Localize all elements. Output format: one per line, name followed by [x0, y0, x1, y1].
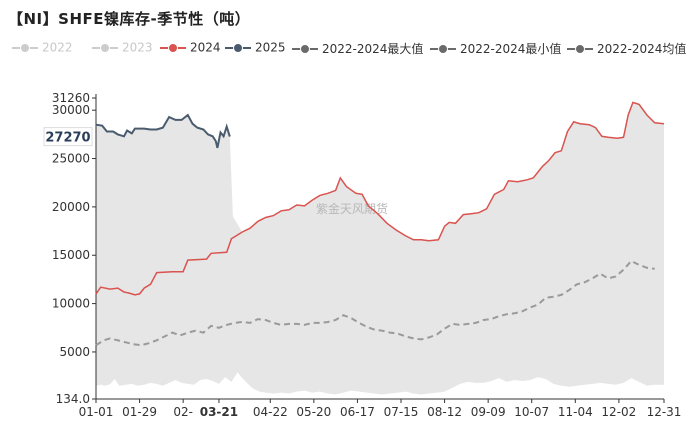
x-tick-label: 11-04 — [558, 405, 593, 419]
legend-marker-icon — [567, 43, 593, 55]
legend-label: 2022-2024均值 — [597, 42, 687, 56]
legend-item-2023[interactable]: 2023 — [92, 40, 153, 58]
series-band-max-min — [96, 102, 664, 395]
x-tick-label: 08-12 — [427, 405, 462, 419]
x-tick-label-highlight: 03-21 — [200, 405, 238, 419]
legend-label: 2022 — [42, 40, 73, 55]
legend-marker-icon — [92, 42, 118, 54]
y-tick-label: 134.0 — [56, 392, 90, 406]
x-tick-label: 01-29 — [122, 405, 157, 419]
series-line-avg — [95, 259, 655, 347]
legend-marker-icon — [430, 43, 456, 55]
y-tick-label: 5000 — [59, 345, 90, 359]
x-tick-label: 01-01 — [79, 405, 114, 419]
y-tick-label: 25000 — [52, 152, 90, 166]
latest-value-label: 27270 — [45, 131, 90, 146]
legend-item-2022-2024最大值[interactable]: 2022-2024最大值 — [292, 40, 423, 58]
latest-value-box — [43, 127, 93, 147]
legend-item-2025[interactable]: 2025 — [225, 40, 286, 58]
legend-marker-icon — [292, 43, 318, 55]
x-tick-label: 07-15 — [384, 405, 419, 419]
legend-label: 2024 — [190, 40, 221, 55]
series-line-2024 — [95, 101, 665, 296]
legend-label: 2023 — [122, 40, 153, 55]
legend-marker-icon — [12, 42, 38, 54]
x-tick-label: 12-02 — [601, 405, 636, 419]
y-tick-label: 31260 — [52, 91, 90, 105]
x-tick-label: 02- — [173, 405, 193, 419]
legend-label: 2022-2024最大值 — [322, 42, 424, 56]
legend-marker-icon — [225, 42, 251, 54]
y-tick-label: 15000 — [52, 248, 90, 262]
x-tick-label: 05-20 — [296, 405, 331, 419]
legend-item-2024[interactable]: 2024 — [160, 40, 221, 58]
legend-marker-icon — [160, 42, 186, 54]
legend: 2022 2023 2024 2025 2022-2024最大值 2022-2024最小值… — [0, 40, 700, 58]
chart-title: 【NI】SHFE镍库存-季节性（吨） — [8, 10, 251, 28]
legend-item-2022-2024均值[interactable]: 2022-2024均值 — [567, 40, 686, 58]
x-tick-label: 10-07 — [514, 405, 549, 419]
y-tick-label: 10000 — [52, 297, 90, 311]
x-tick-label: 06-17 — [340, 405, 375, 419]
series-line-2025 — [95, 113, 231, 149]
y-tick-label: 30000 — [52, 103, 90, 117]
watermark-text: 紫金天风期货 — [316, 201, 388, 216]
legend-item-2022[interactable]: 2022 — [12, 40, 73, 58]
legend-label: 2025 — [255, 40, 286, 55]
x-tick-label: 09-09 — [471, 405, 506, 419]
legend-item-2022-2024最小值[interactable]: 2022-2024最小值 — [430, 40, 561, 58]
y-tick-label: 20000 — [52, 200, 90, 214]
legend-label: 2022-2024最小值 — [460, 42, 562, 56]
x-tick-label: 04-22 — [253, 405, 288, 419]
x-tick-label: 12-31 — [647, 405, 682, 419]
